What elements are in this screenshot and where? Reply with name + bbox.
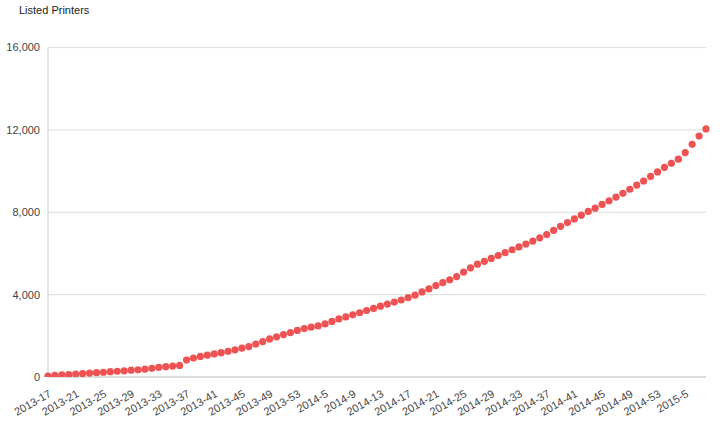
svg-text:2013-21: 2013-21 <box>39 387 81 418</box>
svg-text:2013-25: 2013-25 <box>67 387 109 418</box>
svg-text:2014-49: 2014-49 <box>593 387 635 418</box>
svg-text:2014-41: 2014-41 <box>538 387 580 418</box>
svg-text:2014-45: 2014-45 <box>566 387 608 418</box>
svg-text:2014-29: 2014-29 <box>455 387 497 418</box>
svg-text:2014-21: 2014-21 <box>399 387 441 418</box>
svg-text:2013-53: 2013-53 <box>261 387 303 418</box>
svg-text:2014-25: 2014-25 <box>427 387 469 418</box>
svg-text:2014-37: 2014-37 <box>510 387 552 418</box>
svg-text:8,000: 8,000 <box>12 206 40 218</box>
svg-text:4,000: 4,000 <box>12 289 40 301</box>
svg-text:2014-53: 2014-53 <box>621 387 663 418</box>
svg-text:2014-17: 2014-17 <box>372 387 414 418</box>
svg-text:2013-37: 2013-37 <box>150 387 192 418</box>
svg-text:2014-13: 2014-13 <box>344 387 386 418</box>
svg-text:2013-45: 2013-45 <box>206 387 247 418</box>
svg-text:2013-33: 2013-33 <box>122 387 164 418</box>
svg-text:2014-33: 2014-33 <box>483 387 524 418</box>
svg-text:2015-5: 2015-5 <box>655 387 691 415</box>
svg-text:12,000: 12,000 <box>8 124 40 136</box>
svg-text:2013-17: 2013-17 <box>12 387 53 418</box>
svg-text:0: 0 <box>34 371 40 383</box>
svg-text:2014-5: 2014-5 <box>294 387 331 415</box>
svg-text:2013-41: 2013-41 <box>178 387 220 418</box>
svg-text:16,000: 16,000 <box>8 41 40 53</box>
svg-text:2013-49: 2013-49 <box>233 387 275 418</box>
svg-text:2013-29: 2013-29 <box>95 387 137 418</box>
svg-text:2014-9: 2014-9 <box>322 387 358 415</box>
html-text:Listed Printers: Listed Printers <box>19 4 90 16</box>
